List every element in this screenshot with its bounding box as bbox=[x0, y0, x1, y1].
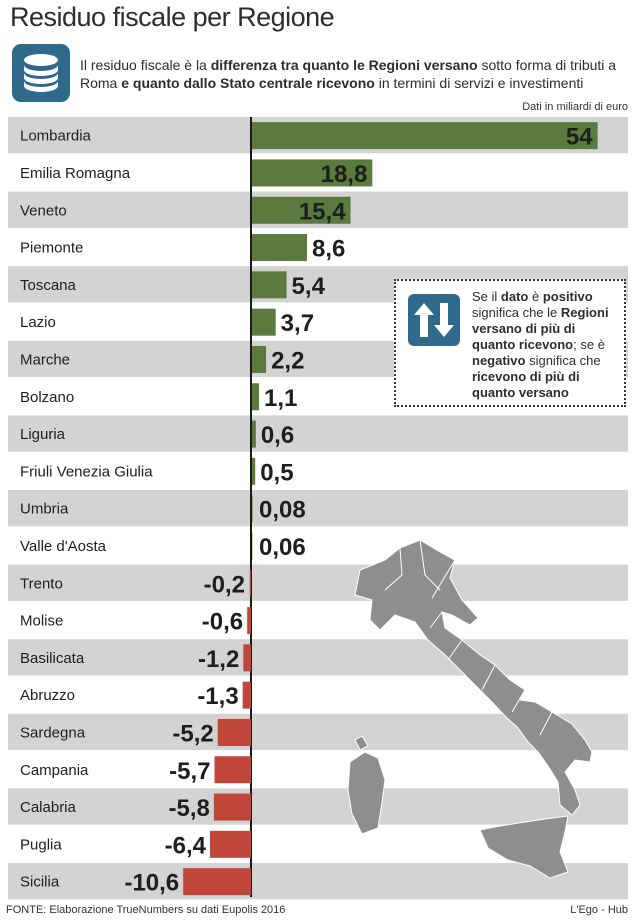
bar-piemonte bbox=[252, 234, 308, 262]
bar-puglia bbox=[210, 830, 251, 858]
category-label: Trento bbox=[20, 575, 63, 592]
bar-calabria bbox=[213, 793, 251, 821]
value-label: 0,08 bbox=[259, 497, 306, 524]
value-label: -1,3 bbox=[197, 683, 238, 710]
value-label: -1,2 bbox=[198, 646, 239, 673]
category-label: Liguria bbox=[20, 426, 66, 443]
bar-toscana bbox=[252, 271, 287, 299]
value-label: -5,7 bbox=[169, 758, 210, 785]
source-note: FONTE: Elaborazione TrueNumbers su dati … bbox=[6, 904, 286, 916]
up-down-arrows-icon bbox=[408, 294, 460, 346]
legend-t4: ; se è bbox=[573, 337, 605, 352]
category-label: Molise bbox=[20, 613, 63, 630]
intro-text: Il residuo fiscale è la differenza tra q… bbox=[80, 56, 630, 92]
bar-friuli-venezia-giulia bbox=[252, 457, 256, 485]
value-label: 5,4 bbox=[292, 273, 326, 300]
legend-text: Se il dato è positivo significa che le R… bbox=[472, 289, 622, 401]
value-label: -5,2 bbox=[172, 720, 213, 747]
bar-emilia-romagna bbox=[252, 159, 373, 187]
category-label: Campania bbox=[20, 762, 89, 779]
category-label: Calabria bbox=[20, 799, 77, 816]
value-label: 3,7 bbox=[281, 310, 314, 337]
category-label: Lazio bbox=[20, 314, 56, 331]
bar-bolzano bbox=[252, 383, 260, 411]
intro-t3: in termini di servizi e investimenti bbox=[374, 75, 584, 91]
bar-basilicata bbox=[243, 644, 251, 672]
value-label: -5,8 bbox=[169, 795, 210, 822]
bar-marche bbox=[252, 345, 267, 373]
row-band bbox=[8, 639, 628, 676]
legend-t1: Se il bbox=[472, 289, 501, 304]
category-label: Friuli Venezia Giulia bbox=[20, 463, 153, 480]
italy-map-icon bbox=[347, 539, 593, 879]
bar-lombardia bbox=[252, 122, 598, 150]
value-label: 15,4 bbox=[299, 198, 346, 225]
category-label: Toscana bbox=[20, 277, 77, 294]
category-label: Valle d'Aosta bbox=[20, 538, 107, 555]
bar-umbria bbox=[252, 495, 253, 523]
coins-stack-icon bbox=[12, 44, 70, 102]
bar-trento bbox=[249, 569, 251, 597]
category-label: Sardegna bbox=[20, 724, 86, 741]
legend-b1: dato bbox=[500, 289, 529, 304]
legend-b3: Regioni versano di più di quanto ricevon… bbox=[472, 305, 609, 352]
intro-b2: e quanto dallo Stato centrale ricevono bbox=[121, 75, 375, 91]
value-label: -10,6 bbox=[124, 870, 179, 897]
bar-molise bbox=[247, 607, 251, 635]
bar-abruzzo bbox=[242, 681, 251, 709]
bar-liguria bbox=[252, 420, 256, 448]
chart-title: Residuo fiscale per Regione bbox=[10, 2, 335, 32]
value-label: 0,06 bbox=[259, 534, 306, 561]
bar-sardegna bbox=[217, 718, 251, 746]
value-label: 1,1 bbox=[264, 385, 297, 412]
category-label: Lombardia bbox=[20, 128, 92, 145]
bar-campania bbox=[214, 756, 251, 784]
legend-b4: negativo bbox=[472, 353, 526, 368]
intro-t1: Il residuo fiscale è la bbox=[80, 57, 211, 73]
row-band bbox=[8, 564, 628, 601]
category-label: Abruzzo bbox=[20, 687, 75, 704]
row-band bbox=[8, 863, 628, 900]
value-label: -0,6 bbox=[202, 609, 243, 636]
legend-box: Se il dato è positivo significa che le R… bbox=[394, 279, 626, 407]
legend-t3: significa che le bbox=[472, 305, 561, 320]
value-label: 8,6 bbox=[312, 236, 345, 263]
credit: L'Ego - Hub bbox=[570, 904, 628, 916]
category-label: Sicilia bbox=[20, 874, 60, 891]
category-label: Marche bbox=[20, 351, 70, 368]
legend-t2: è bbox=[528, 289, 543, 304]
value-label: 18,8 bbox=[321, 161, 368, 188]
row-band bbox=[8, 490, 628, 527]
category-label: Bolzano bbox=[20, 389, 74, 406]
category-label: Puglia bbox=[20, 836, 62, 853]
legend-b5: ricevono di più di quanto versano bbox=[472, 369, 580, 400]
category-label: Emilia Romagna bbox=[20, 165, 131, 182]
legend-t5: significa che bbox=[525, 353, 601, 368]
bar-sicilia bbox=[183, 868, 251, 896]
value-label: 54 bbox=[566, 124, 593, 151]
value-label: -0,2 bbox=[204, 571, 245, 598]
row-band bbox=[8, 788, 628, 825]
category-label: Veneto bbox=[20, 202, 67, 219]
value-label: 2,2 bbox=[271, 347, 304, 374]
legend-b2: positivo bbox=[542, 289, 593, 304]
category-label: Basilicata bbox=[20, 650, 85, 667]
unit-note: Dati in miliardi di euro bbox=[522, 101, 628, 113]
category-label: Umbria bbox=[20, 501, 69, 518]
value-label: -6,4 bbox=[165, 832, 207, 859]
row-band bbox=[8, 415, 628, 452]
intro-b1: differenza tra quanto le Regioni versano bbox=[210, 57, 478, 73]
value-label: 0,6 bbox=[261, 422, 294, 449]
category-label: Piemonte bbox=[20, 240, 83, 257]
intro-t2: sotto forma di tributi a Roma bbox=[80, 57, 617, 91]
value-label: 0,5 bbox=[260, 459, 293, 486]
bar-lazio bbox=[252, 308, 276, 336]
bar-veneto bbox=[252, 196, 351, 224]
